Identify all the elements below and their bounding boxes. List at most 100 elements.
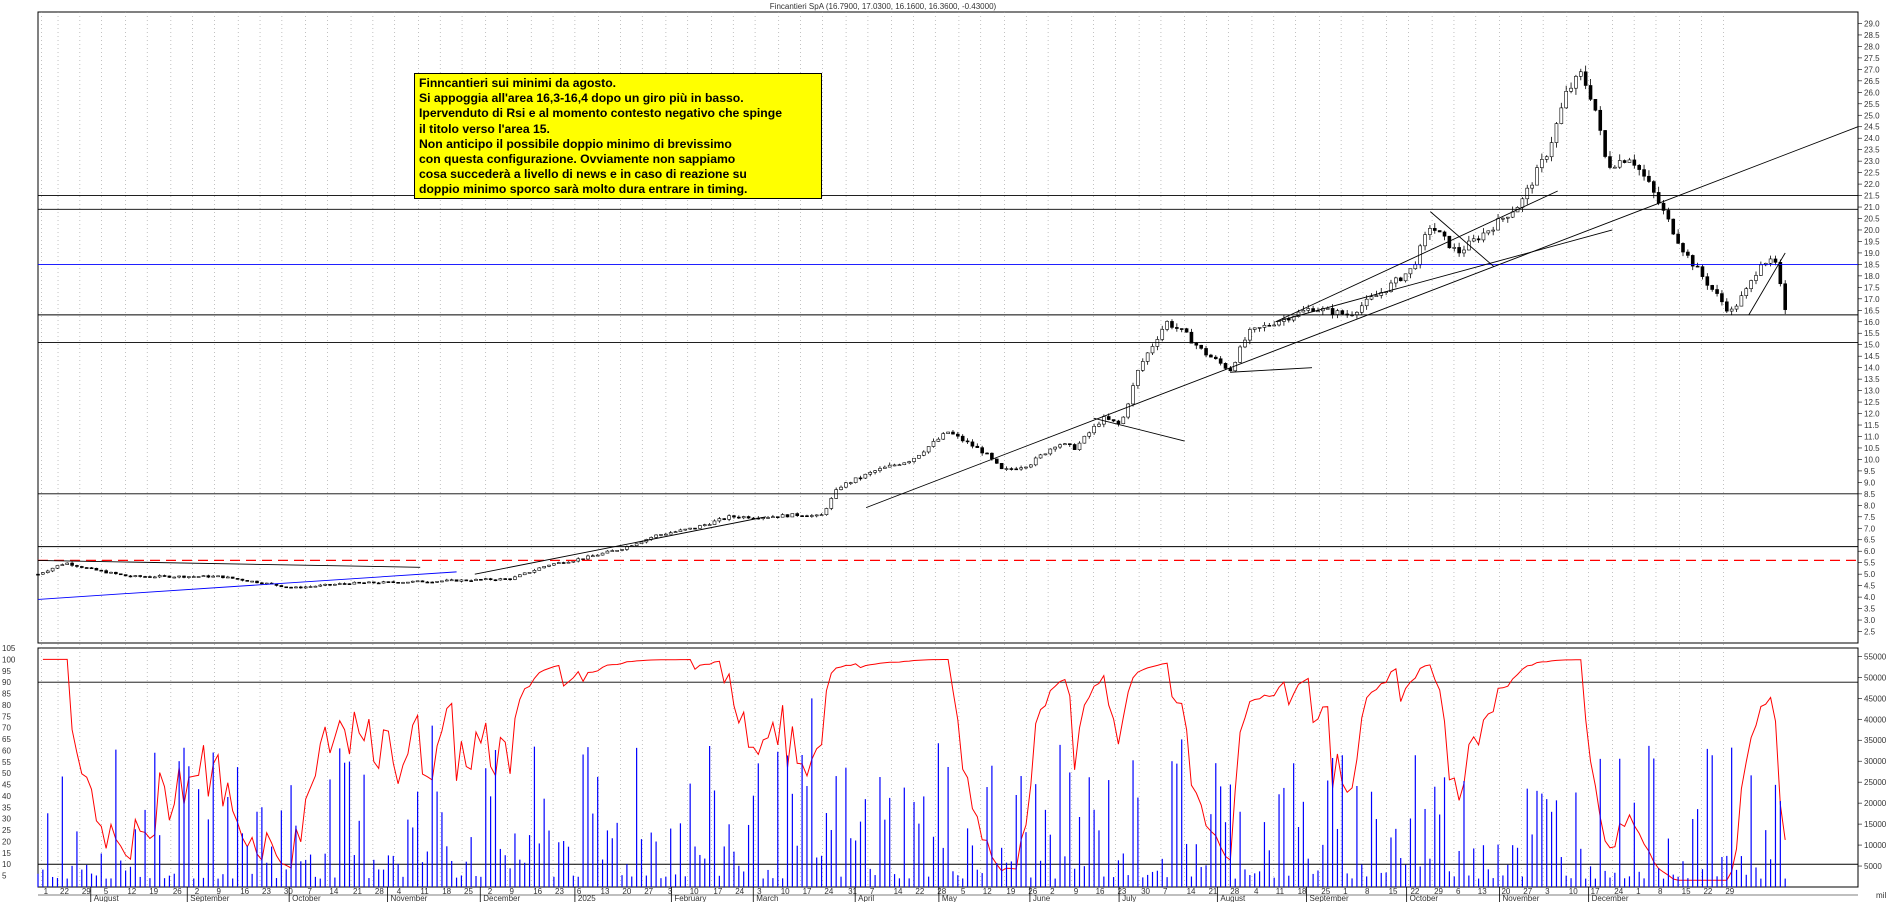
x-tick-label: 24 <box>1614 887 1623 896</box>
candle-body <box>1374 295 1379 297</box>
candle-body <box>683 528 688 531</box>
candle-body <box>36 573 40 576</box>
annotation-line: Non anticipo il possibile doppio minimo … <box>419 136 732 151</box>
candle-body <box>1257 327 1262 329</box>
candle-body <box>518 574 522 578</box>
candle-body <box>313 585 318 588</box>
candle-body <box>153 576 157 579</box>
candle-body <box>1082 435 1087 444</box>
candle-body <box>1306 308 1311 311</box>
y-tick-label: 18.5 <box>1864 260 1880 269</box>
candle-body <box>1695 265 1700 268</box>
candle-body <box>960 435 965 442</box>
candle-body <box>415 580 420 583</box>
y-tick-label: 12.0 <box>1864 410 1880 419</box>
x-tick-label: 29 <box>1434 887 1443 896</box>
y-tick-label: 2.5 <box>1864 628 1876 637</box>
candle-body <box>1559 107 1564 124</box>
candle-body <box>829 498 834 509</box>
candle-body <box>1150 346 1155 354</box>
candle-body <box>299 586 303 589</box>
candle-body <box>858 477 863 480</box>
x-tick-label: 23 <box>262 887 271 896</box>
candle-body <box>561 562 566 564</box>
candle-body <box>449 579 454 582</box>
candle-body <box>1160 329 1165 340</box>
x-tick-label: 18 <box>1298 887 1307 896</box>
candle-body <box>1651 181 1656 193</box>
candle-body <box>352 581 357 585</box>
candle-body <box>1340 310 1345 315</box>
candle-body <box>1544 156 1549 160</box>
candle-body <box>1676 233 1680 244</box>
x-tick-label: 1 <box>1636 887 1641 896</box>
x-tick-label: 4 <box>1254 887 1259 896</box>
candle-body <box>435 581 439 583</box>
rsi-tick-label: 80 <box>2 701 11 710</box>
y-tick-label: 27.5 <box>1864 54 1880 63</box>
candle-body <box>1642 169 1646 177</box>
corner-label: mil <box>1876 891 1886 900</box>
candle-body <box>1471 238 1476 242</box>
candle-body <box>727 515 731 520</box>
candle-body <box>668 532 673 535</box>
candle-body <box>464 579 469 582</box>
candle-body <box>785 514 790 518</box>
candle-body <box>956 433 960 437</box>
candle-body <box>985 452 989 455</box>
candle-body <box>610 550 615 552</box>
candle-body <box>941 433 946 440</box>
candle-body <box>1778 262 1783 285</box>
x-tick-label: 11 <box>1276 887 1285 896</box>
candle-body <box>80 566 84 568</box>
rsi-tick-label: 30 <box>2 815 11 824</box>
candle-body <box>284 586 289 589</box>
y-tick-label: 17.0 <box>1864 295 1880 304</box>
rsi-line <box>42 658 1786 881</box>
x-tick-label: 26 <box>173 887 182 896</box>
candle-body <box>1549 142 1554 158</box>
candle-body <box>187 576 191 578</box>
x-month-label: November <box>390 894 427 902</box>
y-tick-label: 10.5 <box>1864 444 1880 453</box>
x-tick-label: 17 <box>803 887 812 896</box>
x-tick-label: 14 <box>1187 887 1196 896</box>
candle-body <box>1627 159 1632 163</box>
candle-body <box>732 515 736 518</box>
candle-body <box>1710 285 1714 290</box>
x-tick-label: 22 <box>915 887 924 896</box>
candle-body <box>1690 255 1695 267</box>
x-tick-label: 3 <box>757 887 762 896</box>
x-month-label: December <box>1592 894 1629 902</box>
x-month-label: September <box>190 894 229 902</box>
rsi-tick-label: 40 <box>2 792 11 801</box>
candle-body <box>1379 292 1384 296</box>
candle-body <box>883 466 887 469</box>
rsi-tick-label: 85 <box>2 690 11 699</box>
candle-body <box>109 571 113 574</box>
candle-body <box>1145 352 1150 362</box>
candle-body <box>488 578 493 581</box>
x-tick-label: 7 <box>870 887 875 896</box>
candle-body <box>1048 448 1053 455</box>
candle-body <box>308 586 313 588</box>
candle-body <box>1613 166 1617 169</box>
x-tick-label: 2 <box>195 887 200 896</box>
candle-body <box>201 575 206 577</box>
candle-body <box>372 581 376 584</box>
x-month-label: October <box>1410 894 1439 902</box>
y-tick-label: 19.0 <box>1864 249 1880 258</box>
candle-body <box>1530 184 1534 189</box>
candle-body <box>493 579 498 582</box>
y-tick-label: 7.5 <box>1864 513 1876 522</box>
candle-body <box>157 575 162 578</box>
y-tick-label: 22.0 <box>1864 180 1880 189</box>
candle-body <box>396 582 400 584</box>
candle-body <box>566 561 571 564</box>
candle-body <box>162 575 167 577</box>
candle-body <box>1325 308 1330 310</box>
y-tick-label: 8.0 <box>1864 501 1876 510</box>
candle-body <box>1656 192 1661 204</box>
volume-tick-label: 55000 <box>1864 652 1887 661</box>
candle-body <box>887 464 892 468</box>
